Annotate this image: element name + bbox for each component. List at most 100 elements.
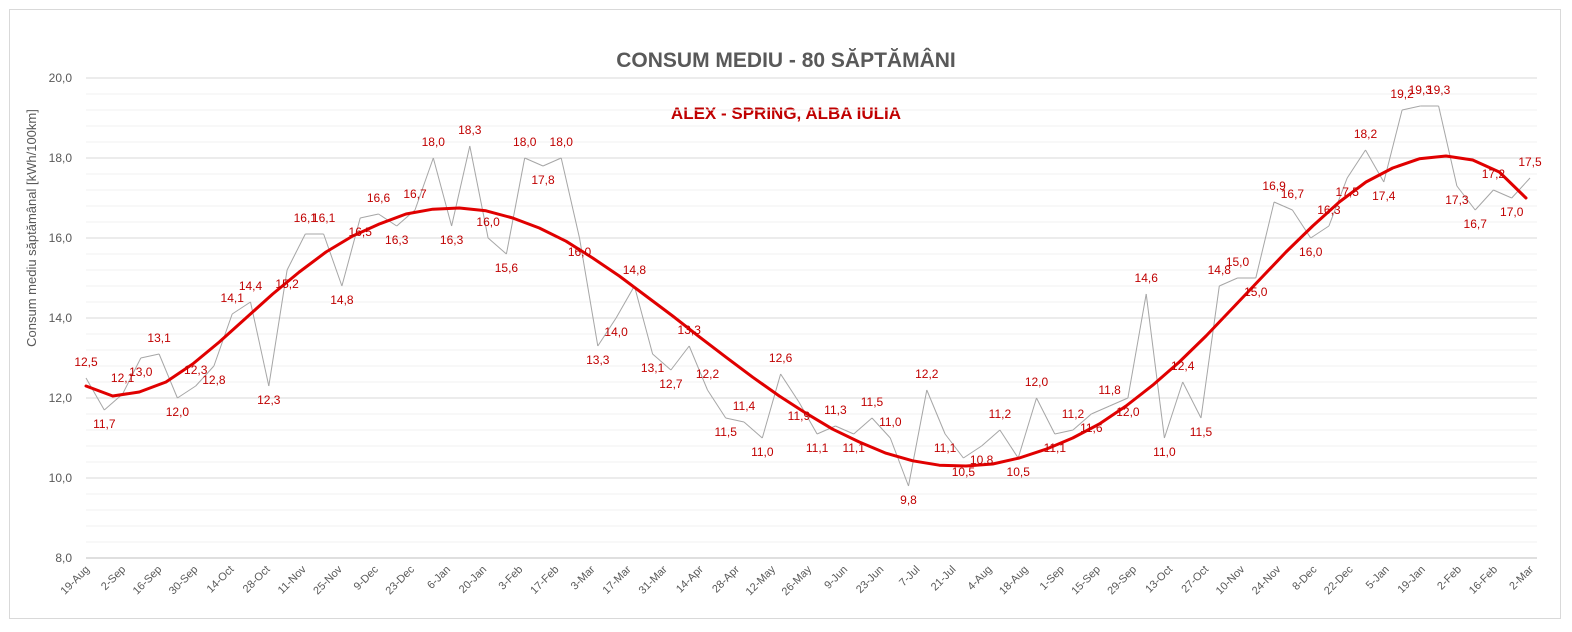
series-segment	[1072, 413, 1092, 431]
y-tick-label: 12,0	[49, 391, 73, 405]
data-label: 9,8	[900, 493, 917, 507]
series-segment	[85, 377, 105, 411]
data-label: 12,6	[769, 351, 793, 365]
series-segment	[1091, 405, 1110, 415]
series-segment	[798, 401, 818, 435]
x-tick-label: 26-May	[780, 563, 815, 598]
data-label: 11,4	[733, 399, 756, 413]
data-label: 16,6	[367, 191, 391, 205]
series-segment	[981, 429, 1001, 447]
series-segment	[195, 365, 215, 387]
data-label: 17,5	[1336, 185, 1360, 199]
data-label: 12,1	[111, 371, 135, 385]
data-label: 16,0	[476, 215, 500, 229]
series-segment	[560, 157, 580, 239]
x-tick-label: 20-Jan	[457, 564, 489, 596]
series-segment	[177, 385, 196, 399]
x-tick-label: 3-Mar	[569, 563, 598, 592]
data-label: 16,7	[1464, 217, 1488, 231]
chart-title: CONSUM MEDIU - 80 SĂPTĂMÂNI	[616, 48, 956, 72]
data-label: 13,1	[641, 361, 665, 375]
data-label: 16,3	[1317, 203, 1341, 217]
series-segment	[451, 145, 471, 227]
data-label: 16,5	[349, 225, 373, 239]
data-label: 19,3	[1427, 83, 1451, 97]
data-label: 18,2	[1354, 127, 1378, 141]
data-label: 12,3	[257, 393, 281, 407]
x-tick-label: 14-Apr	[674, 563, 706, 595]
series-segment	[1200, 285, 1220, 419]
series-segment	[505, 157, 526, 255]
data-label: 14,6	[1135, 271, 1159, 285]
data-label: 11,1	[934, 441, 957, 455]
data-label: 18,0	[550, 135, 574, 149]
data-label: 12,7	[659, 377, 683, 391]
series-segment	[1127, 293, 1147, 399]
chart-frame: CONSUM MEDIU - 80 SĂPTĂMÂNI ALEX - SPRIN…	[9, 9, 1561, 619]
x-tick-label: 2-Sep	[99, 564, 128, 593]
y-tick-label: 20,0	[49, 71, 73, 85]
x-tick-label: 21-Jul	[929, 564, 959, 594]
series-segment	[1163, 381, 1184, 439]
series-segment	[414, 157, 434, 211]
x-tick-label: 29-Sep	[1105, 564, 1139, 598]
x-tick-label: 19-Aug	[59, 564, 93, 598]
series-segment	[1438, 105, 1458, 187]
data-label: 16,3	[440, 233, 464, 247]
data-label: 16,7	[403, 187, 427, 201]
y-tick-label: 16,0	[49, 231, 73, 245]
series-segment	[122, 357, 142, 395]
data-label: 17,8	[531, 173, 555, 187]
data-label: 19,2	[1390, 87, 1414, 101]
x-axis-ticks: 19-Aug 2-Sep 16-Sep 30-Sep 14-Oct 28-Oct 11-No…	[59, 557, 1537, 598]
data-label: 13,0	[129, 365, 153, 379]
data-label: 12,2	[915, 367, 939, 381]
series-segment	[633, 285, 654, 355]
series-segment	[1291, 209, 1312, 239]
x-tick-label: 14-Oct	[205, 564, 237, 596]
series-segment	[926, 389, 946, 435]
series-segment	[524, 157, 544, 167]
data-label: 13,3	[586, 353, 610, 367]
data-label: 16,7	[1281, 187, 1305, 201]
y-tick-label: 14,0	[49, 311, 73, 325]
data-label: 14,0	[604, 325, 628, 339]
series-segment	[944, 433, 964, 459]
data-label: 15,0	[1226, 255, 1250, 269]
series-segment	[1310, 225, 1330, 239]
x-tick-label: 7-Jul	[897, 564, 922, 589]
data-label: 11,1	[806, 441, 829, 455]
x-tick-label: 9-Jun	[822, 564, 850, 592]
series-segment	[1054, 429, 1074, 435]
data-label: 10,5	[952, 465, 976, 479]
series-segment	[432, 157, 453, 227]
data-label: 11,5	[861, 395, 884, 409]
trendline-curve	[84, 154, 1528, 468]
data-label: 14,8	[623, 263, 647, 277]
data-label: 11,5	[1190, 425, 1213, 439]
series-segment	[1346, 149, 1366, 179]
x-tick-label: 1-Sep	[1038, 564, 1067, 593]
x-tick-label: 2-Mar	[1507, 563, 1536, 592]
x-tick-label: 16-Sep	[131, 564, 165, 598]
series-segment	[670, 345, 690, 371]
weekly-series	[85, 105, 1531, 487]
data-label: 12,0	[1025, 375, 1049, 389]
series-segment	[323, 233, 343, 287]
series-segment	[1456, 185, 1476, 211]
series-segment	[1017, 397, 1037, 459]
y-axis-label: Consum mediu săptămânal [kWh/100km]	[24, 109, 39, 347]
data-label: 12,8	[202, 373, 226, 387]
data-label: 16,9	[1262, 179, 1286, 193]
y-tick-label: 10,0	[49, 471, 73, 485]
series-segment	[1401, 105, 1421, 111]
x-tick-label: 27-Oct	[1179, 564, 1211, 596]
series-segment	[615, 285, 635, 319]
series-segment	[250, 301, 270, 387]
series-segment	[341, 217, 361, 287]
chart-subtitle: ALEX - SPRING, ALBA IULIA	[671, 104, 901, 123]
data-label: 14,4	[239, 279, 263, 293]
data-label: 16,1	[312, 211, 336, 225]
x-tick-label: 9-Dec	[352, 563, 382, 593]
series-segment	[158, 353, 178, 399]
